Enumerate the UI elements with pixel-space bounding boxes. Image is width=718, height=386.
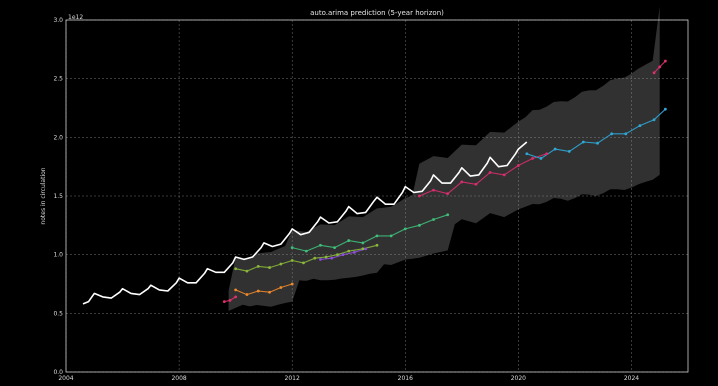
forecast-point — [596, 141, 599, 145]
forecast-point — [341, 253, 345, 257]
observed-series-line — [82, 141, 528, 305]
forecast-point — [234, 267, 238, 271]
forecast-series-line — [235, 283, 293, 296]
y-offset-text: 1e12 — [68, 14, 83, 21]
forecast-point — [516, 164, 520, 167]
y-tick-label: 0.5 — [53, 310, 63, 317]
forecast-point — [525, 152, 529, 156]
forecast-point — [290, 282, 294, 286]
forecast-point — [290, 246, 294, 250]
forecast-point — [279, 286, 283, 289]
forecast-point — [638, 124, 642, 127]
forecast-series-line — [419, 153, 547, 197]
forecast-point — [474, 182, 478, 186]
forecast-point — [624, 132, 628, 136]
forecast-point — [567, 150, 571, 153]
forecast-point — [330, 256, 334, 260]
chart-title: auto.arima prediction (5-year horizon) — [310, 9, 444, 17]
forecast-point — [581, 140, 585, 144]
forecast-point — [663, 107, 667, 111]
y-tick-label: 1.5 — [53, 193, 63, 200]
forecast-point — [403, 227, 407, 231]
forecast-point — [313, 256, 317, 260]
x-tick-labels: 2004 2008 2012 2016 2020 2024 — [58, 375, 639, 382]
forecast-point — [319, 243, 322, 247]
forecast-point — [319, 257, 322, 261]
uncertainty-band-layer — [228, 6, 660, 311]
forecast-point — [545, 152, 549, 156]
x-tick-label: 2008 — [171, 375, 186, 382]
forecast-point — [256, 289, 260, 293]
forecast-point — [268, 266, 271, 269]
forecast-point — [460, 180, 464, 184]
gridline-layer — [65, 19, 688, 373]
forecast-point — [446, 192, 450, 196]
forecast-point — [256, 265, 260, 268]
point-layer — [222, 59, 667, 303]
forecast-point — [234, 288, 238, 292]
y-tick-label: 0.0 — [53, 369, 63, 376]
forecast-point — [375, 234, 379, 238]
forecast-point — [502, 173, 506, 177]
forecast-point — [279, 262, 283, 266]
forecast-point — [663, 59, 667, 63]
x-tick-label: 2012 — [285, 375, 300, 382]
forecast-point — [352, 250, 356, 254]
forecast-point — [432, 188, 435, 192]
y-tick-labels: 0.0 0.5 1.0 1.5 2.0 2.5 3.0 — [53, 17, 63, 376]
forecast-point — [245, 293, 249, 296]
forecast-point — [234, 295, 238, 299]
y-tick-label: 1.0 — [53, 252, 63, 259]
forecast-point — [375, 243, 379, 247]
forecast-point — [652, 118, 656, 122]
forecast-point — [432, 218, 435, 221]
y-tick-label: 3.0 — [53, 17, 63, 24]
forecast-point — [488, 171, 492, 174]
forecast-point — [347, 249, 351, 253]
forecast-point — [333, 246, 336, 250]
forecast-interval-band — [228, 6, 660, 311]
forecast-point — [364, 247, 368, 251]
x-tick-label: 2020 — [511, 375, 526, 382]
forecast-point — [553, 147, 557, 151]
forecast-point — [268, 290, 271, 294]
y-tick-label: 2.0 — [53, 134, 63, 141]
forecast-point — [245, 269, 249, 273]
x-tick-label: 2004 — [58, 375, 73, 382]
plot-frame — [65, 19, 689, 373]
forecast-point — [361, 247, 365, 251]
forecast-point — [324, 255, 328, 259]
forecast-point — [347, 239, 351, 242]
x-tick-label: 2016 — [398, 375, 413, 382]
forecast-point — [222, 300, 226, 303]
forecast-point — [446, 213, 450, 217]
forecast-point — [361, 241, 365, 245]
forecast-series-line — [292, 214, 448, 252]
forecast-point — [652, 71, 656, 75]
forecast-point — [336, 253, 339, 257]
forecast-point — [389, 234, 393, 238]
forecast-point — [304, 249, 308, 253]
forecast-point — [418, 223, 421, 227]
x-tick-label: 2024 — [624, 375, 639, 382]
forecast-point — [610, 132, 614, 136]
forecast-point — [228, 299, 232, 302]
forecast-point — [658, 65, 662, 69]
y-axis-label: notes in circulation — [40, 167, 47, 224]
y-tick-label: 2.5 — [53, 76, 63, 83]
forecast-point — [539, 157, 543, 160]
forecast-point — [531, 157, 534, 160]
forecast-point — [290, 259, 294, 262]
forecast-point — [418, 194, 421, 198]
forecast-point — [302, 261, 305, 265]
